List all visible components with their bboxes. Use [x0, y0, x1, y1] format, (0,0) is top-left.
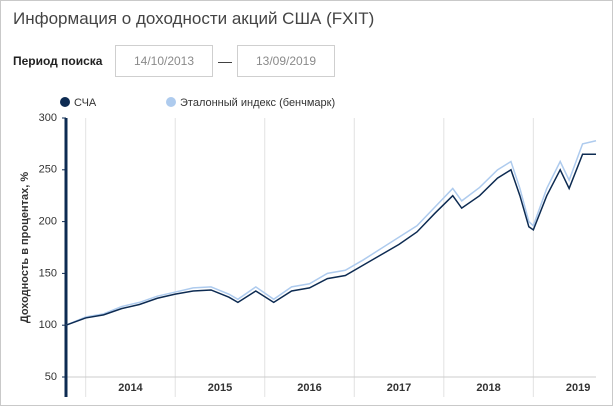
legend-label: Эталонный индекс (бенчмарк) — [180, 97, 335, 109]
y-tick-label: 200 — [39, 216, 57, 228]
series-line — [65, 153, 596, 326]
x-tick-label: 2018 — [476, 382, 500, 394]
y-axis-label: Доходность в процентах, % — [19, 172, 31, 324]
y-tick-label: 300 — [39, 112, 57, 124]
x-tick-label: 2014 — [118, 382, 143, 394]
y-tick-label: 50 — [45, 371, 57, 383]
y-tick-label: 100 — [39, 319, 57, 331]
series-line — [65, 140, 597, 326]
date-to[interactable]: 13/09/2019 — [237, 45, 335, 77]
y-tick-label: 150 — [39, 267, 57, 279]
y-tick-label: 250 — [39, 164, 57, 176]
search-label: Период поиска — [13, 54, 103, 68]
date-from[interactable]: 14/10/2013 — [115, 45, 213, 77]
x-tick-label: 2019 — [566, 382, 590, 394]
x-tick-label: 2015 — [208, 382, 232, 394]
legend-marker — [166, 97, 176, 107]
legend-marker — [60, 97, 70, 107]
legend-label: СЧА — [74, 97, 97, 109]
dash: — — [218, 53, 232, 69]
chart-title: Информация о доходности акций США (FXIT) — [13, 9, 375, 28]
x-tick-label: 2017 — [387, 382, 411, 394]
x-tick-label: 2016 — [297, 382, 321, 394]
